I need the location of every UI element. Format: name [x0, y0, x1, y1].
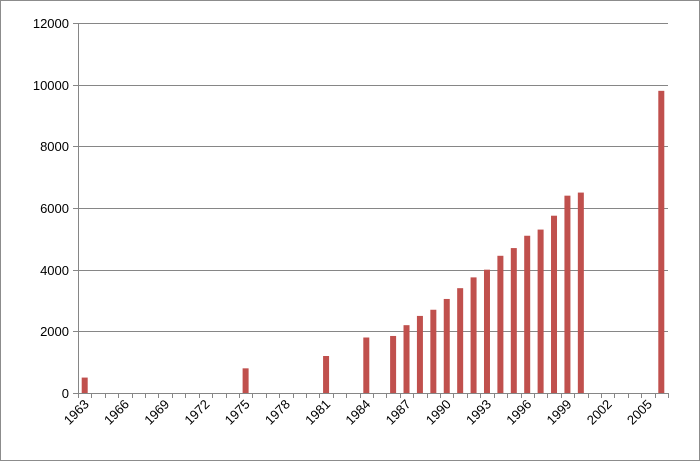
x-tick-label: 2002	[584, 397, 615, 428]
x-tick-label: 1969	[141, 397, 172, 428]
x-tick-label: 1981	[302, 397, 333, 428]
bar-2006	[658, 90, 665, 393]
y-tick-labels: 0 2000 4000 6000 8000 10000 12000	[33, 16, 69, 401]
y-tick-label: 10000	[33, 78, 69, 93]
bar-1995	[510, 248, 517, 393]
x-tick-label: 1975	[222, 397, 253, 428]
y-tick-label: 0	[62, 386, 69, 401]
bar-1993	[483, 269, 490, 393]
bar-1997	[537, 229, 544, 393]
x-tick-label: 1996	[503, 397, 534, 428]
bar-1989	[430, 309, 437, 393]
x-tick-label: 1990	[423, 397, 454, 428]
bar-1992	[470, 277, 477, 394]
x-tick-label: 1963	[61, 397, 92, 428]
bar-1988	[416, 315, 423, 393]
bar-1990	[443, 298, 450, 393]
y-tick-label: 6000	[40, 201, 69, 216]
bar-2000	[577, 192, 584, 393]
axes	[73, 23, 669, 398]
bar-1963	[81, 377, 88, 393]
bar-1999	[564, 195, 571, 393]
bar-1984	[363, 337, 370, 393]
bar-1994	[497, 255, 504, 393]
y-tick-label: 2000	[40, 324, 69, 339]
bar-1981	[323, 356, 330, 393]
x-tick-label: 1978	[262, 397, 293, 428]
bar-1996	[524, 235, 531, 393]
y-tick-label: 8000	[40, 139, 69, 154]
x-tick-label: 1972	[181, 397, 212, 428]
x-tick-label: 1966	[101, 397, 132, 428]
y-tick-label: 4000	[40, 263, 69, 278]
bars	[81, 90, 665, 394]
x-tick-label: 1993	[463, 397, 494, 428]
x-tick-label: 1987	[383, 397, 414, 428]
x-tick-labels: 1963 1966 1969 1972 1975 1978 1981 1984 1987 1990…	[61, 397, 655, 428]
bar-1998	[551, 215, 558, 393]
x-tick-label: 1984	[342, 397, 373, 428]
x-tick-label: 2005	[624, 397, 655, 428]
bar-1975	[242, 368, 249, 393]
x-tick-label: 1999	[543, 397, 574, 428]
y-tick-label: 12000	[33, 16, 69, 31]
bar-1987	[403, 325, 410, 393]
bar-1991	[457, 288, 464, 393]
bar-1986	[390, 335, 397, 393]
